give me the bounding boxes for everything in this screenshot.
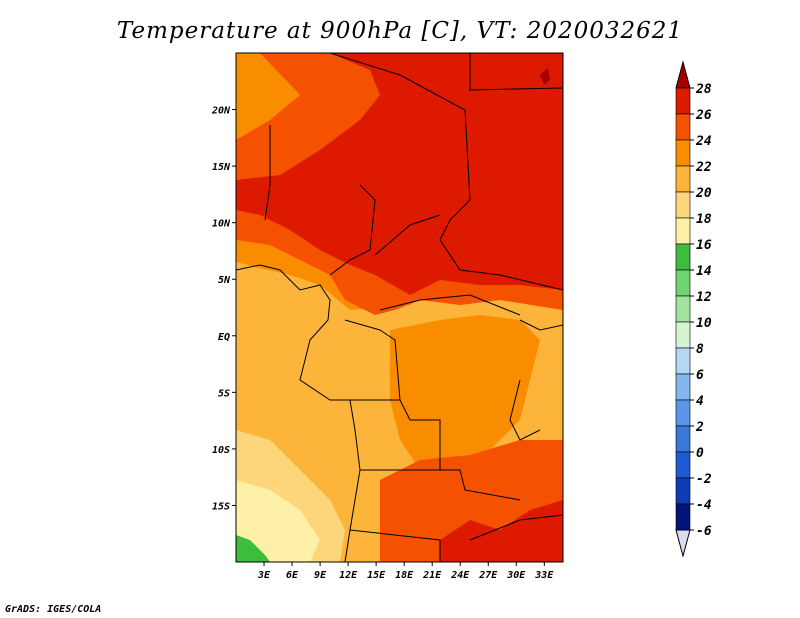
colorbar-segment xyxy=(675,295,691,323)
lon-tick-label: 30E xyxy=(506,570,526,581)
lat-tick-label: 10S xyxy=(212,445,230,456)
field-26-north xyxy=(236,53,563,295)
colorbar-label: 4 xyxy=(696,394,704,409)
colorbar-segment xyxy=(675,191,691,219)
field-22-basin xyxy=(390,315,540,470)
colorbar-segment xyxy=(675,217,691,245)
lon-tick-label: 24E xyxy=(450,570,470,581)
lon-tick-label: 33E xyxy=(534,570,554,581)
lat-tick-label: 15N xyxy=(212,162,231,173)
colorbar-label: 6 xyxy=(696,368,704,383)
colorbar-label: 10 xyxy=(696,316,712,331)
colorbar-segment xyxy=(675,269,691,297)
colorbar-segment xyxy=(675,399,691,427)
field-26-south xyxy=(440,500,563,562)
lon-tick-label: 18E xyxy=(395,570,414,581)
lat-tick-label: 10N xyxy=(212,219,231,230)
colorbar-segment xyxy=(675,113,691,141)
colorbar-label: 14 xyxy=(696,264,712,279)
lat-tick-label: 5N xyxy=(218,275,231,286)
field-14-southwest xyxy=(236,535,270,562)
latitude-axis: 20N 15N 10N 5N EQ 5S 10S 15S xyxy=(211,106,236,512)
field-16-southwest xyxy=(236,480,320,562)
colorbar-segment xyxy=(675,425,691,453)
colorbar-label: 22 xyxy=(695,160,712,175)
colorbar-segment xyxy=(675,503,691,531)
colorbar-segment xyxy=(675,321,691,349)
map-frame xyxy=(235,52,564,563)
colorbar-segment xyxy=(675,347,691,375)
temperature-field xyxy=(236,53,563,562)
field-28-peak xyxy=(540,68,550,85)
colorbar-segment xyxy=(675,139,691,167)
colorbar-segment xyxy=(675,243,691,271)
colorbar-label: 0 xyxy=(696,446,704,461)
lon-tick-label: 3E xyxy=(257,570,271,581)
lon-tick-label: 9E xyxy=(314,570,327,581)
lon-tick-label: 15E xyxy=(367,570,386,581)
longitude-axis: 3E 6E 9E 12E 15E 18E 21E 24E 27E 30E 33E xyxy=(257,562,554,581)
country-borders xyxy=(236,53,563,562)
lon-tick-label: 27E xyxy=(478,570,498,581)
map-title: Temperature at 900hPa [C], VT: 202003262… xyxy=(116,18,684,44)
colorbar-label: 20 xyxy=(695,186,712,201)
lat-tick-label: EQ xyxy=(218,332,230,343)
colorbar-label: 12 xyxy=(696,290,712,305)
colorbar-label: -4 xyxy=(696,498,712,513)
colorbar-segment xyxy=(675,87,691,115)
colorbar-bottom-cap xyxy=(675,529,691,558)
colorbar-label: 16 xyxy=(696,238,712,253)
colorbar-segment xyxy=(675,477,691,505)
colorbar-segment xyxy=(675,373,691,401)
colorbar-segment xyxy=(675,165,691,193)
colorbar-label: 18 xyxy=(696,212,712,227)
colorbar-label: 24 xyxy=(695,134,712,149)
lon-tick-label: 6E xyxy=(286,570,299,581)
colorbar-label: -2 xyxy=(696,472,712,487)
colorbar-label: 2 xyxy=(695,420,704,435)
lon-tick-label: 21E xyxy=(422,570,442,581)
colorbar-label: -6 xyxy=(696,524,712,539)
colorbar-label: 26 xyxy=(695,108,712,123)
colorbar-label: 28 xyxy=(695,82,712,97)
lat-tick-label: 5S xyxy=(218,388,230,399)
colorbar-segment xyxy=(675,451,691,479)
grads-credit: GrADS: IGES/COLA xyxy=(5,604,102,615)
colorbar-top-cap xyxy=(675,60,691,89)
lon-tick-label: 12E xyxy=(339,570,358,581)
colorbar-label: 8 xyxy=(696,342,704,357)
lat-tick-label: 20N xyxy=(211,106,231,117)
lat-tick-label: 15S xyxy=(212,501,230,512)
